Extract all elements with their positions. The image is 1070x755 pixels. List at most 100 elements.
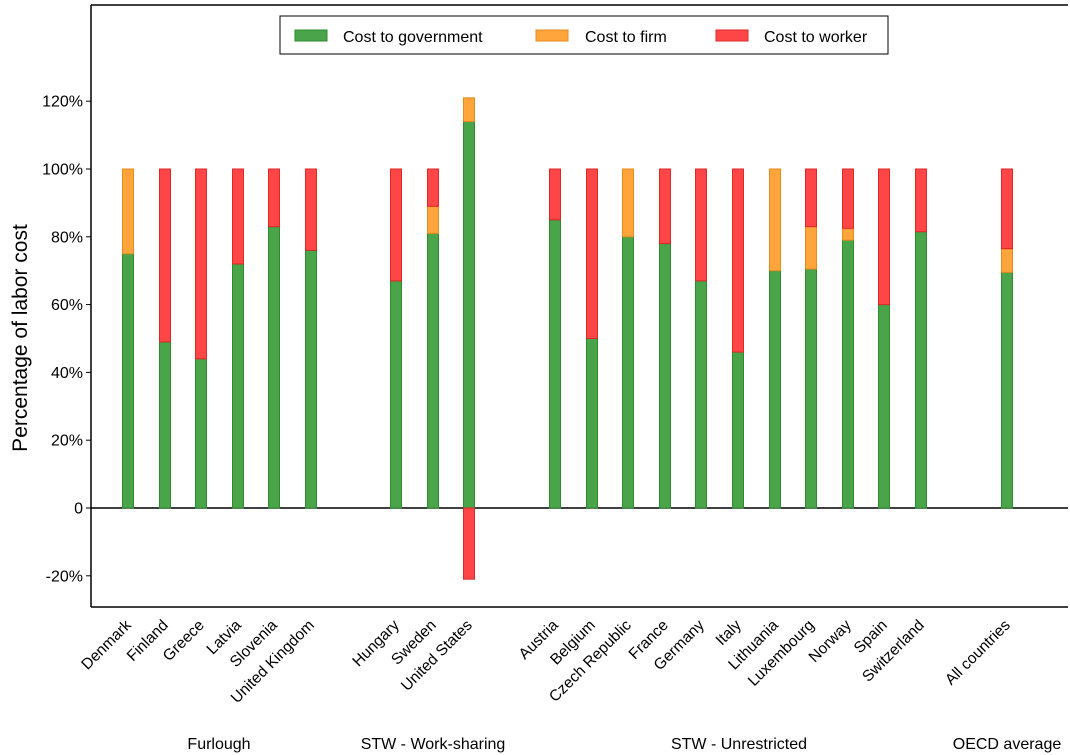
bar-stack	[268, 168, 280, 509]
bar-government	[622, 236, 634, 509]
bar-government	[1001, 271, 1013, 509]
y-tick-label: 60%	[51, 297, 83, 314]
bars	[122, 97, 1013, 580]
bar-stack	[769, 168, 781, 509]
bar-stack	[842, 168, 854, 509]
bar-worker	[1001, 168, 1013, 250]
legend-label-worker: Cost to worker	[764, 29, 868, 46]
bar-worker	[659, 168, 671, 245]
x-tick-label: Greece	[160, 617, 208, 665]
bar-stack	[732, 168, 744, 509]
bar-firm	[805, 226, 817, 270]
bar-stack	[463, 97, 475, 580]
bar-government	[427, 232, 439, 509]
legend-swatch-worker	[715, 29, 749, 42]
group-label: STW - Unrestricted	[671, 736, 807, 753]
x-tick-label: Denmark	[78, 617, 135, 674]
bar-firm	[622, 168, 634, 238]
y-axis: -20% 0 20% 40% 60% 80% 100% 120%	[42, 94, 91, 585]
legend-box	[279, 15, 889, 55]
bar-stack	[622, 168, 634, 509]
bar-stack	[427, 168, 439, 509]
bar-stack	[232, 168, 244, 509]
bar-stack	[159, 168, 171, 509]
legend-entry-government: Cost to government	[294, 29, 483, 46]
bar-worker	[305, 168, 317, 251]
legend-label-firm: Cost to firm	[585, 29, 667, 46]
bar-worker	[390, 168, 402, 282]
bar-government	[268, 226, 280, 509]
bar-stack	[305, 168, 317, 509]
bar-worker	[878, 168, 890, 306]
bar-worker	[427, 168, 439, 207]
bar-stack	[1001, 168, 1013, 509]
y-tick-label: 40%	[51, 365, 83, 382]
bar-stack	[915, 168, 927, 509]
y-tick-label: 100%	[42, 162, 83, 179]
bar-worker	[549, 168, 561, 221]
bar-firm	[427, 205, 439, 234]
bar-government	[159, 341, 171, 509]
group-label: STW - Work-sharing	[361, 736, 506, 753]
legend-entry-worker: Cost to worker	[715, 29, 868, 46]
bar-government	[549, 219, 561, 509]
y-tick-label: 80%	[51, 229, 83, 246]
bar-firm	[122, 168, 134, 255]
bar-government	[659, 243, 671, 509]
y-tick-label: 0	[74, 501, 83, 518]
bar-stack	[586, 168, 598, 509]
bar-government	[915, 231, 927, 509]
y-tick-label: -20%	[46, 568, 83, 585]
x-tick-label: Norway	[806, 617, 855, 666]
bar-worker	[159, 168, 171, 343]
bar-stack	[122, 168, 134, 509]
bar-stack	[805, 168, 817, 509]
x-tick-labels: DenmarkFinlandGreeceLatviaSloveniaUnited…	[78, 617, 1014, 707]
bar-stack	[695, 168, 707, 509]
bar-worker	[586, 168, 598, 339]
bar-stack	[390, 168, 402, 509]
bar-worker	[915, 168, 927, 233]
bar-worker	[842, 168, 854, 229]
bar-government	[195, 358, 207, 509]
bar-government	[122, 253, 134, 509]
bar-government	[732, 351, 744, 509]
bar-worker	[268, 168, 280, 228]
x-tick-label: Italy	[713, 617, 745, 649]
legend-entry-firm: Cost to firm	[535, 29, 667, 46]
y-axis-label: Percentage of labor cost	[9, 224, 32, 452]
bar-worker	[805, 168, 817, 228]
bar-government	[695, 280, 707, 509]
bar-worker	[732, 168, 744, 353]
bar-government	[805, 268, 817, 509]
bar-stack	[195, 168, 207, 509]
plot-frame	[90, 4, 1068, 608]
group-labels: Furlough STW - Work-sharing STW - Unrestri…	[187, 736, 1061, 753]
bar-government	[586, 338, 598, 509]
legend-label-government: Cost to government	[343, 29, 483, 46]
bar-firm	[463, 97, 475, 123]
bar-government	[463, 121, 475, 509]
bar-firm	[1001, 248, 1013, 273]
bar-firm	[769, 168, 781, 272]
bar-government	[842, 239, 854, 509]
bar-stack	[549, 168, 561, 509]
group-label: Furlough	[187, 736, 250, 753]
bar-worker	[232, 168, 244, 265]
bar-worker	[195, 168, 207, 360]
x-tick-label: All countries	[942, 617, 1014, 689]
bar-government	[305, 249, 317, 509]
bar-government	[878, 304, 890, 509]
bar-government	[232, 263, 244, 509]
bar-government	[769, 270, 781, 509]
bar-worker	[463, 507, 475, 580]
bar-stack	[878, 168, 890, 509]
group-label: OECD average	[953, 736, 1062, 753]
legend-swatch-firm	[535, 29, 569, 42]
bar-worker	[695, 168, 707, 282]
y-tick-label: 20%	[51, 433, 83, 450]
y-tick-label: 120%	[42, 94, 83, 111]
bar-stack	[659, 168, 671, 509]
legend-swatch-government	[294, 29, 328, 42]
